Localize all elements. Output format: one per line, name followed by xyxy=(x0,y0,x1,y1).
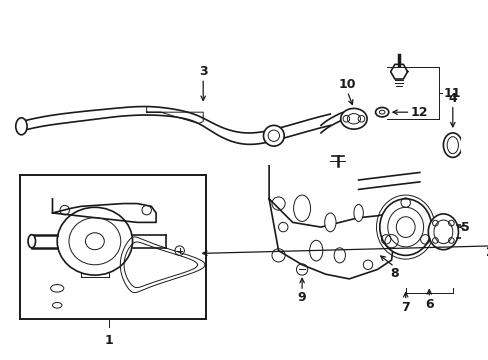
Ellipse shape xyxy=(309,240,322,261)
Ellipse shape xyxy=(16,118,27,135)
Text: 2: 2 xyxy=(485,246,488,259)
Text: 12: 12 xyxy=(409,106,427,119)
Ellipse shape xyxy=(379,199,431,255)
Polygon shape xyxy=(390,64,407,79)
Polygon shape xyxy=(268,166,394,279)
Ellipse shape xyxy=(293,195,310,221)
Ellipse shape xyxy=(28,235,36,248)
Text: 7: 7 xyxy=(401,301,409,314)
Text: 3: 3 xyxy=(199,65,207,78)
Ellipse shape xyxy=(353,204,363,221)
Ellipse shape xyxy=(443,133,461,157)
Ellipse shape xyxy=(263,125,284,146)
Polygon shape xyxy=(146,107,203,123)
Text: 1: 1 xyxy=(104,333,113,347)
Ellipse shape xyxy=(57,207,132,275)
Text: 8: 8 xyxy=(389,267,398,280)
Ellipse shape xyxy=(333,248,345,263)
Text: 5: 5 xyxy=(460,221,469,234)
Polygon shape xyxy=(52,199,156,222)
Ellipse shape xyxy=(375,108,388,117)
Text: 10: 10 xyxy=(338,78,355,91)
Bar xyxy=(20,175,205,319)
Text: 6: 6 xyxy=(424,298,433,311)
Ellipse shape xyxy=(324,213,335,232)
Text: 11: 11 xyxy=(443,87,460,100)
Ellipse shape xyxy=(427,214,458,250)
Text: 4: 4 xyxy=(447,92,456,105)
Text: 9: 9 xyxy=(297,291,306,304)
Ellipse shape xyxy=(340,108,366,129)
